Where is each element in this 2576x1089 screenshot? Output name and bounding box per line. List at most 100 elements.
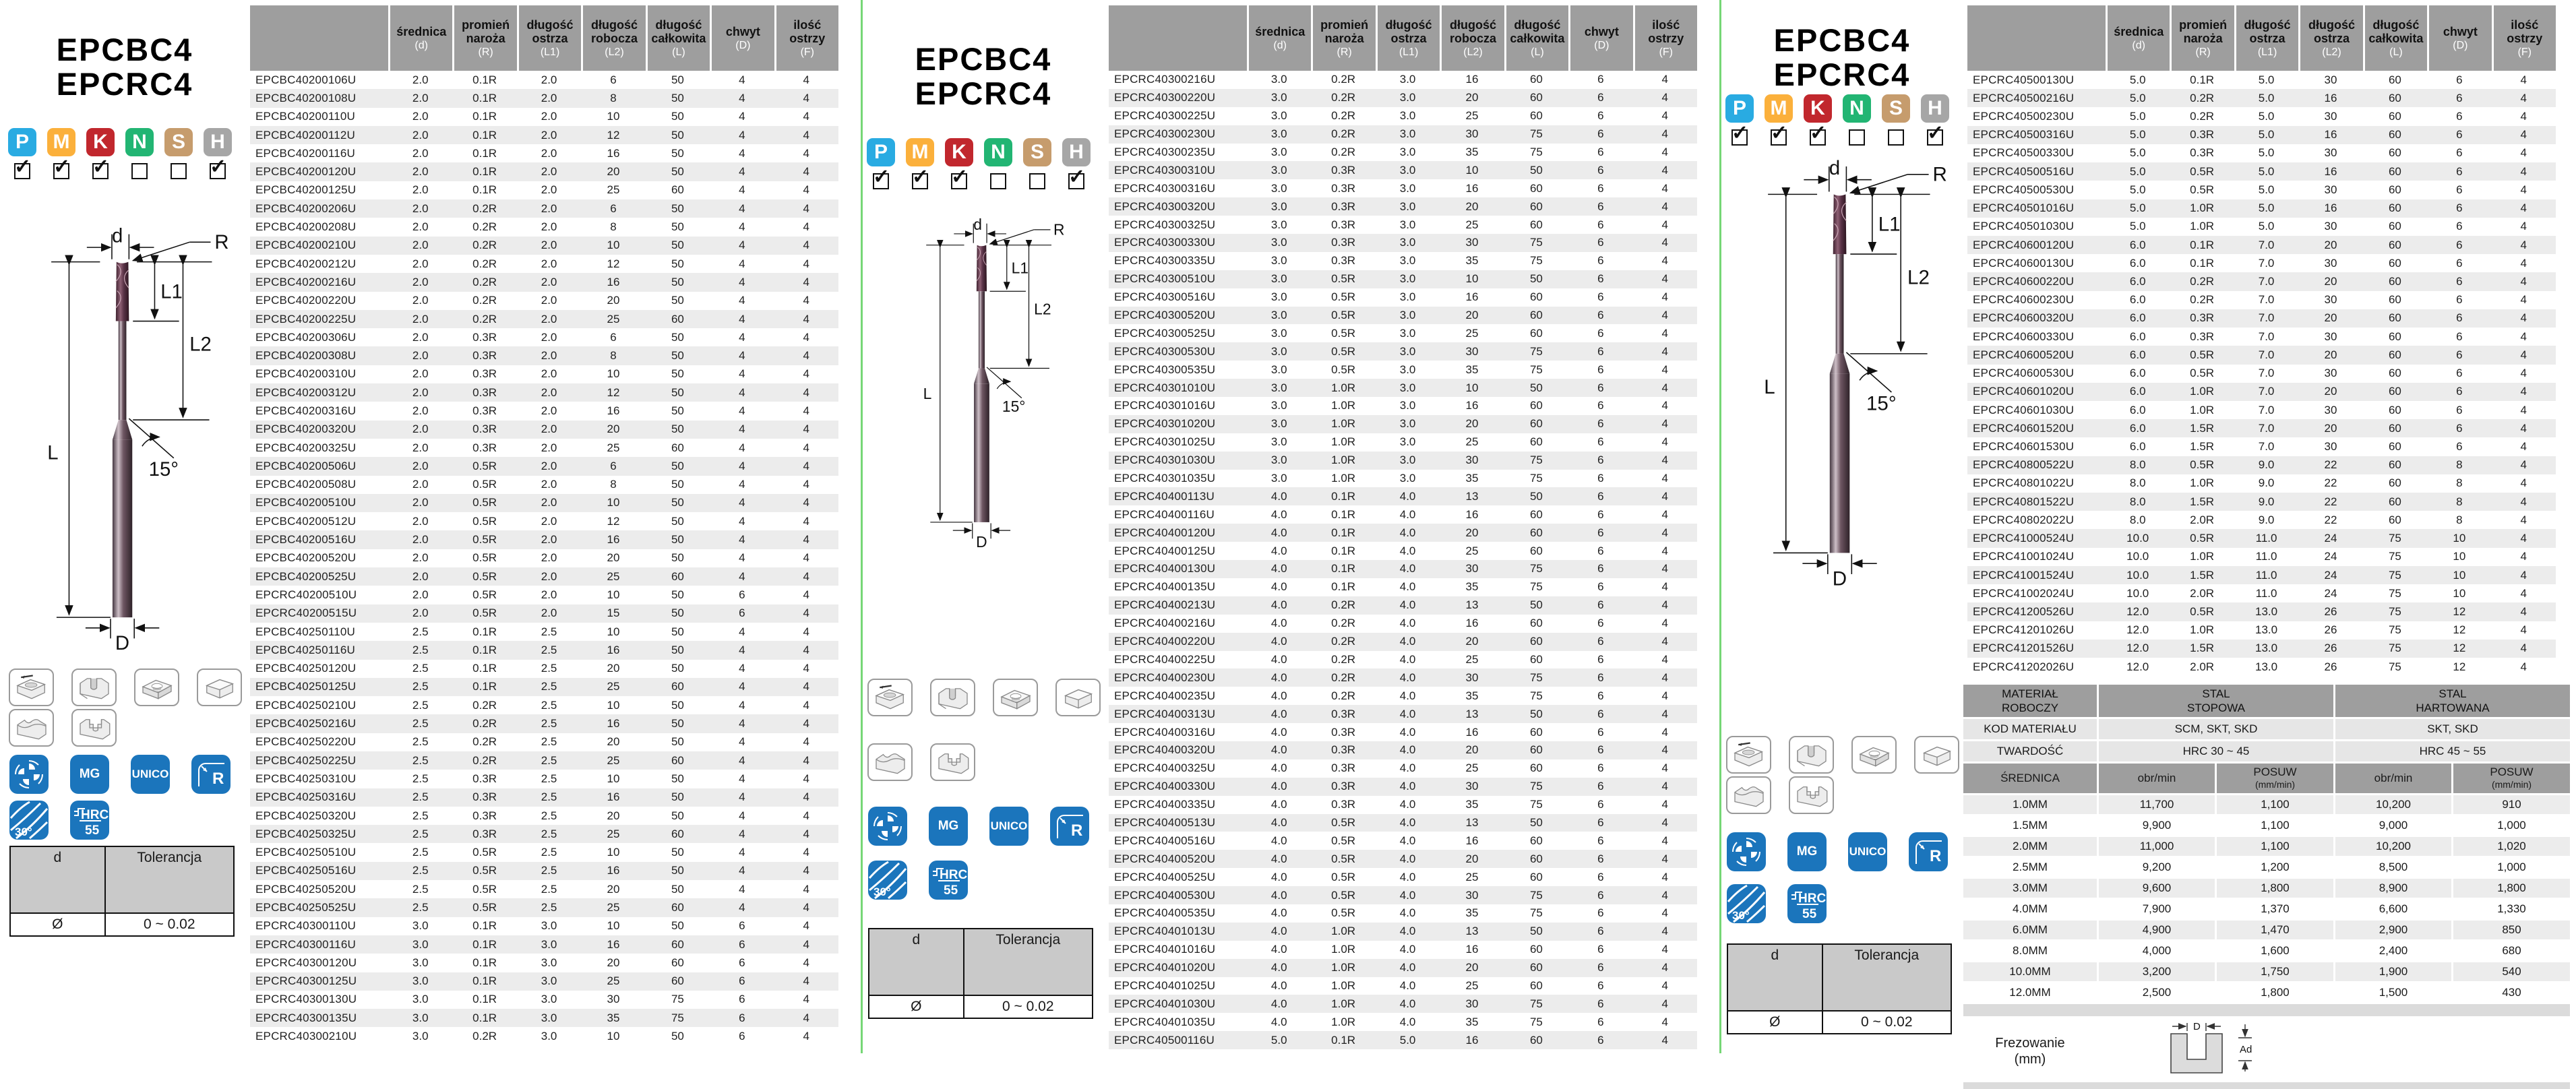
value-cell: 75 xyxy=(1529,798,1543,811)
table-header-flutes: ilość ostrzy (F) xyxy=(1632,5,1697,71)
value-cell: 0.1R xyxy=(472,974,497,988)
value-cell: 0.5R xyxy=(2190,348,2215,361)
value-cell: 4 xyxy=(803,662,810,675)
tolerance-table: d Tolerancja Ø 0 ~ 0.02 xyxy=(868,928,1093,1019)
value-cell: 5.0 xyxy=(2258,183,2275,196)
material-class-badge: P xyxy=(1725,94,1754,123)
table-row: EPCRC40300235U 3.0 0.2R 3.0 35 75 6 4 xyxy=(1109,144,1697,162)
divider-band xyxy=(1963,1004,2570,1016)
material-class-badge: N xyxy=(125,128,154,156)
value-cell: 1.5R xyxy=(2190,568,2215,582)
product-code: EPCRC40500130U xyxy=(1973,73,2075,86)
value-cell: 10.0 xyxy=(2126,532,2149,545)
panel-separator xyxy=(1719,0,1721,1053)
value-cell: 4 xyxy=(1661,815,1669,829)
value-cell: 25 xyxy=(1465,870,1479,883)
value-cell: 50 xyxy=(1529,598,1543,612)
product-code: EPCBC40200106U xyxy=(255,73,357,86)
value-cell: 4 xyxy=(1661,1015,1669,1028)
value-cell: 4 xyxy=(2520,146,2527,160)
product-code: EPCRC40500216U xyxy=(1973,91,2075,104)
material-class-s: S xyxy=(1882,94,1910,146)
value-cell: 4.0 xyxy=(1399,815,1416,829)
speed-value: 1,750 xyxy=(2217,962,2333,981)
product-code: EPCRC40500116U xyxy=(1114,1033,1215,1047)
product-code: EPCRC40400516U xyxy=(1114,834,1216,847)
step-slot-icon xyxy=(71,709,117,747)
helical-milling-icon xyxy=(134,668,179,706)
material-class-badge: M xyxy=(906,138,934,166)
value-cell: 4.0 xyxy=(1270,707,1287,720)
speed-value: 1,000 xyxy=(2497,819,2526,832)
value-cell: 0.2R xyxy=(2190,275,2215,288)
value-cell: 12.0 xyxy=(2126,623,2149,637)
value-cell: 10 xyxy=(607,698,620,712)
value-cell: 3.0 xyxy=(1399,254,1416,268)
product-code: EPCRC40400316U xyxy=(1114,725,1216,739)
product-code: EPCRC40300116U xyxy=(255,937,356,951)
product-code: EPCRC40401030U xyxy=(1114,997,1216,1010)
value-cell: 4 xyxy=(803,183,810,197)
speed-row: 12.0MM 2,500 1,800 1,500 430 xyxy=(1963,983,2570,1002)
product-code: EPCBC40200125U xyxy=(255,183,357,197)
value-cell: 26 xyxy=(2324,623,2337,637)
value-cell: 6 xyxy=(2456,348,2463,361)
svg-text:L2: L2 xyxy=(1034,301,1051,318)
value-cell: 20 xyxy=(607,735,620,749)
value-cell: 4.0 xyxy=(1270,997,1287,1010)
value-cell: 4 xyxy=(803,846,810,859)
product-code: EPCRC40301020U xyxy=(1114,417,1216,431)
value-cell: 4 xyxy=(1661,290,1669,304)
value-cell: 4 xyxy=(1661,326,1669,340)
value-cell: 60 xyxy=(2388,110,2401,123)
value-cell: 4.0 xyxy=(1399,562,1416,575)
pocket-milling-icon xyxy=(1726,736,1771,774)
value-cell: 6 xyxy=(739,1030,745,1043)
value-cell: 25 xyxy=(1465,218,1479,231)
table-row: EPCRC40300125U 3.0 0.1R 3.0 25 60 6 4 xyxy=(250,972,838,991)
value-cell: 6.0 xyxy=(2129,367,2146,380)
meta-label: TWARDOŚĆ xyxy=(1963,741,2097,761)
value-cell: 1.0R xyxy=(2190,385,2215,398)
value-cell: 2.5 xyxy=(412,735,429,749)
value-cell: 0.3R xyxy=(1331,181,1356,195)
value-cell: 0.5R xyxy=(472,551,497,565)
product-code: EPCRC40300125U xyxy=(255,974,357,988)
table-row: EPCBC40250325U 2.5 0.3R 2.5 25 60 4 4 xyxy=(250,825,838,844)
product-code: EPCRC41001524U xyxy=(1973,568,2075,582)
svg-text:R: R xyxy=(214,231,228,253)
value-cell: 0.3R xyxy=(472,423,497,436)
value-cell: 20 xyxy=(607,662,620,675)
value-cell: 0.3R xyxy=(472,772,497,785)
value-cell: 4 xyxy=(739,294,745,307)
value-cell: 6 xyxy=(1597,146,1604,158)
value-cell: 0.1R xyxy=(1331,580,1356,594)
value-cell: 0.1R xyxy=(2190,73,2215,86)
table-row: EPCRC40400213U 4.0 0.2R 4.0 13 50 6 4 xyxy=(1109,596,1697,615)
value-cell: 75 xyxy=(2388,550,2401,563)
table-row: EPCRC40600520U 6.0 0.5R 7.0 20 60 6 4 xyxy=(1967,346,2556,365)
value-cell: 16 xyxy=(1465,399,1479,412)
value-cell: 6 xyxy=(1597,236,1604,249)
value-cell: 60 xyxy=(671,183,684,197)
speed-row: 1.0MM 11,700 1,100 10,200 910 xyxy=(1963,795,2570,814)
product-code: EPCBC40250116U xyxy=(255,643,356,656)
table-row: EPCRC40300130U 3.0 0.1R 3.0 30 75 6 4 xyxy=(250,991,838,1009)
value-cell: 3.0 xyxy=(1270,472,1287,485)
value-cell: 4 xyxy=(803,993,810,1006)
product-code: EPCRC40801022U xyxy=(1973,476,2075,490)
value-cell: 4 xyxy=(803,330,810,344)
material-class-badge: P xyxy=(8,128,36,156)
material-checkbox: ✓ xyxy=(951,166,968,189)
value-cell: 4 xyxy=(1661,580,1669,594)
value-cell: 3.0 xyxy=(1399,91,1416,104)
value-cell: 4 xyxy=(803,1011,810,1024)
svg-text:R: R xyxy=(1071,821,1082,840)
value-cell: 25 xyxy=(607,753,620,767)
value-cell: 3.0 xyxy=(1399,272,1416,286)
material-class-h: H ✓ xyxy=(1062,138,1091,189)
value-cell: 2.0 xyxy=(412,165,429,179)
value-cell: 16 xyxy=(607,937,620,951)
material-class-p: P ✓ xyxy=(867,138,895,189)
material-class-row: P ✓ M ✓ K ✓ N S H ✓ xyxy=(1725,94,1961,146)
